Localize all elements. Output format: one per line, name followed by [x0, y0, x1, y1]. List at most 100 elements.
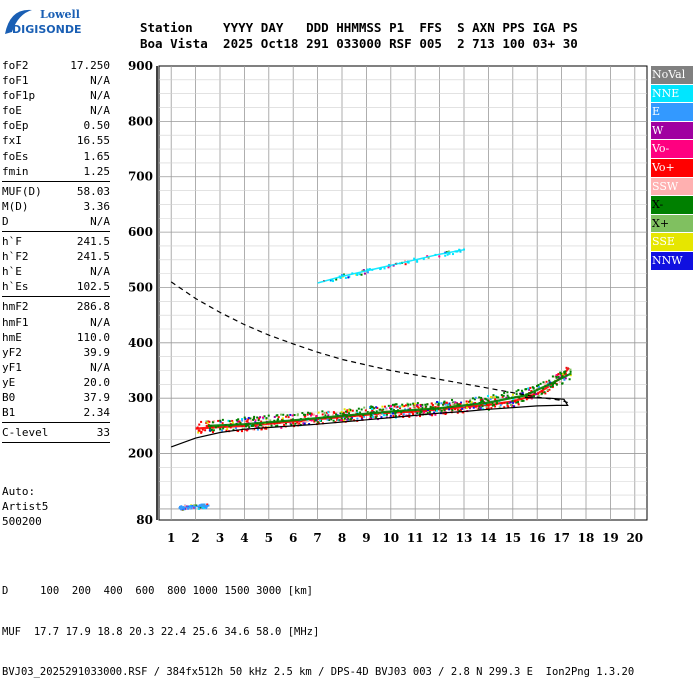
echo-point	[335, 412, 338, 415]
echo-point	[343, 417, 346, 420]
echo-point	[347, 409, 350, 412]
echo-point	[356, 272, 359, 275]
echo-point	[244, 425, 247, 428]
echo-point	[200, 420, 203, 423]
echo-point	[485, 407, 488, 410]
echo-point	[427, 256, 430, 259]
echo-point	[203, 507, 206, 510]
echo-point	[273, 415, 276, 418]
echo-point	[452, 402, 455, 405]
echo-point	[426, 403, 429, 406]
echo-point	[503, 391, 506, 394]
echo-point	[465, 400, 468, 403]
echo-point	[563, 371, 566, 374]
echo-point	[418, 415, 421, 418]
legend-item-ssw: SSW	[651, 177, 693, 197]
echo-point	[369, 405, 372, 408]
param-value: 2.34	[83, 406, 111, 420]
echo-point	[489, 398, 492, 401]
echo-point	[440, 402, 443, 405]
echo-point	[371, 415, 374, 418]
param-value: 0.50	[83, 119, 111, 133]
echo-point	[276, 414, 279, 417]
echo-point	[250, 419, 253, 422]
echo-point	[373, 407, 376, 410]
footer-muf-row-cell: 22.4	[160, 625, 187, 638]
header-labels-cell: PPS	[502, 20, 525, 35]
footer-muf-row-unit: [MHz]	[281, 625, 320, 638]
header-labels-cell: IGA	[532, 20, 556, 35]
echo-point	[481, 399, 484, 402]
param-value: 16.55	[76, 134, 110, 148]
echo-point	[315, 414, 318, 417]
echo-point	[509, 401, 512, 404]
echo-point	[525, 388, 528, 391]
x-tick-label: 7	[313, 531, 321, 545]
echo-point	[323, 411, 326, 414]
echo-point	[244, 418, 247, 421]
footer-muf-row-cell: 25.6	[192, 625, 218, 638]
echo-point	[381, 405, 384, 408]
echo-point	[195, 504, 198, 507]
echo-point	[559, 371, 562, 374]
echo-point	[247, 418, 250, 421]
echo-point	[490, 407, 493, 410]
echo-point	[260, 428, 263, 431]
param-label: yF1	[2, 360, 22, 374]
echo-point	[241, 427, 244, 430]
echo-point	[500, 394, 503, 397]
echo-point	[437, 402, 440, 405]
echo-point	[471, 397, 474, 400]
echo-point	[284, 422, 287, 425]
echo-point	[408, 412, 411, 415]
param-label: foF2	[2, 59, 29, 72]
footer-muf-row-cell: MUF	[2, 625, 21, 638]
echo-point	[344, 276, 347, 279]
echo-point	[525, 398, 528, 401]
echo-point	[555, 374, 558, 377]
y-tick-label: 80	[136, 513, 153, 527]
param-row: D N/A	[2, 214, 110, 229]
echo-point	[525, 395, 528, 398]
footer: D 100 200 400 600 800 1000 1500 3000 [km] MUF 17.…	[2, 558, 634, 693]
param-separator	[2, 442, 110, 444]
echo-point	[253, 415, 256, 418]
param-value: N/A	[90, 265, 110, 279]
echo-point	[416, 402, 419, 405]
param-value: N/A	[90, 315, 110, 329]
y-tick-label: 700	[128, 170, 153, 184]
echo-point	[320, 419, 323, 422]
param-label: hmE	[2, 330, 22, 344]
echo-point	[231, 419, 234, 422]
echo-point	[442, 401, 445, 404]
echo-point	[309, 412, 312, 415]
echo-point	[542, 391, 545, 394]
header-values-cell: Oct18	[260, 36, 299, 51]
echo-point	[375, 410, 378, 413]
echo-point	[564, 370, 567, 373]
echo-point	[307, 411, 310, 414]
echo-point	[393, 403, 396, 406]
echo-point	[362, 269, 365, 272]
echo-point	[343, 408, 346, 411]
echo-point	[246, 424, 249, 427]
echo-point	[406, 261, 409, 264]
echo-point	[454, 408, 457, 411]
echo-point	[542, 381, 545, 384]
echo-point	[468, 407, 471, 410]
param-row: hmF2 286.8	[2, 299, 110, 314]
y-tick-label: 900	[128, 59, 153, 73]
header-values-cell: 03+	[532, 36, 556, 51]
echo-point	[210, 429, 213, 432]
echo-point	[356, 273, 359, 276]
echo-point	[418, 412, 421, 415]
echo-point	[507, 405, 510, 408]
footer-d-row: D 100 200 400 600 800 1000 1500 3000 [km]	[2, 585, 634, 599]
x-tick-label: 17	[553, 531, 570, 545]
echo-point	[398, 405, 401, 408]
y-tick-label: 300	[128, 391, 153, 405]
echo-point	[260, 424, 263, 427]
x-tick-label: 8	[338, 531, 346, 545]
echo-point	[555, 383, 558, 386]
echo-point	[443, 409, 446, 412]
